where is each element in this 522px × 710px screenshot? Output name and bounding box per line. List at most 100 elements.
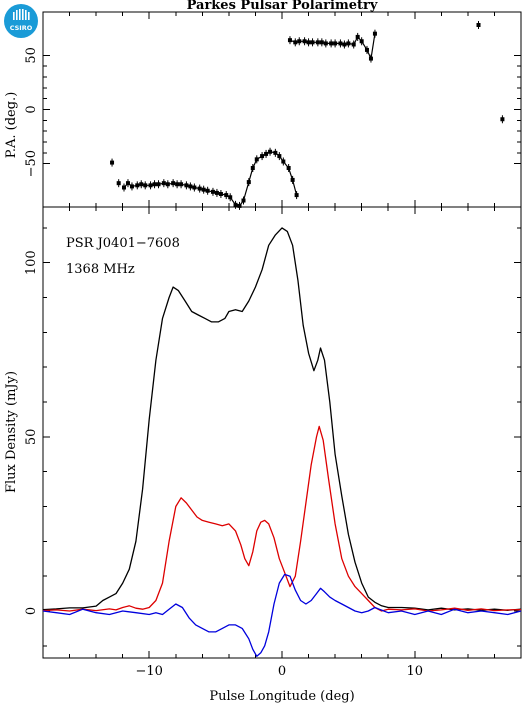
pa-point bbox=[218, 192, 223, 196]
flux-x-axis: −10 0 10 bbox=[42, 207, 522, 679]
pa-point bbox=[364, 47, 369, 52]
pa-point bbox=[148, 183, 153, 188]
pa-series-line bbox=[123, 151, 298, 207]
pa-point bbox=[184, 183, 189, 188]
flux-y-axis-label: Flux Density (mJy) bbox=[4, 371, 19, 493]
pa-point bbox=[250, 166, 255, 170]
pa-y-tick-label: 50 bbox=[24, 47, 39, 64]
pa-point bbox=[135, 183, 140, 188]
frequency-label: 1368 MHz bbox=[66, 262, 135, 277]
flux-y-axis: 0 50 100 bbox=[24, 227, 521, 647]
pa-point bbox=[359, 39, 364, 44]
pa-point bbox=[254, 157, 259, 162]
pa-point bbox=[287, 38, 292, 43]
pa-point bbox=[179, 182, 184, 187]
pa-point bbox=[197, 186, 202, 191]
pa-point bbox=[290, 177, 295, 182]
pa-point bbox=[241, 198, 246, 203]
pa-point bbox=[121, 185, 126, 190]
pa-point bbox=[372, 31, 377, 36]
pa-y-axis: −50 0 50 bbox=[24, 47, 521, 177]
pa-y-tick-label: 0 bbox=[24, 105, 39, 113]
pa-point bbox=[237, 203, 242, 208]
csiro-logo-text: CSIRO bbox=[10, 24, 33, 32]
pa-point bbox=[228, 195, 233, 200]
pa-point bbox=[214, 190, 219, 195]
pa-point bbox=[351, 42, 356, 47]
flux-x-axis-label: Pulse Longitude (deg) bbox=[209, 689, 354, 704]
pa-point bbox=[306, 40, 311, 45]
circular-polarization-line bbox=[42, 573, 522, 657]
pa-point bbox=[333, 41, 338, 46]
pa-point bbox=[171, 181, 176, 186]
csiro-logo: CSIRO bbox=[4, 4, 38, 38]
pa-point bbox=[293, 40, 298, 45]
pulsar-name-label: PSR J0401−7608 bbox=[66, 236, 180, 251]
pa-point bbox=[192, 185, 197, 190]
pa-point bbox=[188, 184, 193, 189]
flux-x-tick-label: −10 bbox=[136, 664, 163, 679]
chart-title: Parkes Pulsar Polarimetry bbox=[187, 0, 378, 13]
csiro-logo-bar bbox=[19, 9, 21, 20]
pa-point bbox=[346, 41, 351, 46]
pa-point bbox=[210, 189, 215, 194]
csiro-logo-circle bbox=[4, 4, 38, 38]
pa-panel-frame bbox=[42, 11, 522, 208]
csiro-logo-bar bbox=[28, 12, 30, 20]
pa-point bbox=[129, 184, 134, 189]
pa-point bbox=[175, 182, 180, 187]
pa-point bbox=[476, 23, 481, 27]
pa-point bbox=[329, 41, 334, 46]
flux-x-tick-label: 0 bbox=[278, 664, 286, 679]
flux-y-tick-label: 0 bbox=[24, 607, 39, 615]
pa-point bbox=[277, 154, 282, 159]
pa-point bbox=[110, 160, 115, 165]
pa-data-points bbox=[110, 21, 505, 210]
flux-y-tick-label: 100 bbox=[24, 250, 39, 275]
pa-point bbox=[139, 182, 144, 187]
pa-point bbox=[319, 40, 324, 45]
csiro-logo-bar bbox=[25, 10, 27, 20]
pa-point bbox=[143, 183, 148, 188]
pa-y-tick-label: −50 bbox=[24, 150, 39, 177]
pa-point bbox=[260, 154, 265, 159]
csiro-logo-bar bbox=[16, 10, 18, 20]
pa-point bbox=[315, 40, 320, 45]
pa-point bbox=[268, 149, 273, 154]
pa-point bbox=[165, 182, 170, 187]
pa-point bbox=[294, 193, 299, 198]
pa-point bbox=[286, 166, 291, 170]
pa-point bbox=[152, 182, 157, 187]
pa-point bbox=[342, 42, 347, 47]
flux-y-tick-label: 50 bbox=[24, 429, 39, 446]
pa-point bbox=[116, 181, 121, 186]
pa-point bbox=[323, 41, 328, 46]
pa-point bbox=[233, 202, 238, 207]
pa-point bbox=[205, 188, 210, 193]
pa-point bbox=[273, 150, 278, 155]
pa-point bbox=[338, 41, 343, 46]
pa-point bbox=[156, 182, 161, 187]
pa-point bbox=[368, 56, 373, 61]
pa-point bbox=[297, 39, 302, 44]
csiro-logo-bar bbox=[22, 9, 24, 20]
pa-y-axis-label: P.A. (deg.) bbox=[4, 92, 19, 159]
pa-point bbox=[246, 180, 251, 185]
linear-polarization-line bbox=[42, 425, 522, 612]
flux-x-tick-label: 10 bbox=[407, 664, 424, 679]
csiro-logo-bar bbox=[13, 12, 15, 20]
pa-point bbox=[201, 187, 206, 192]
pa-point bbox=[264, 151, 269, 156]
pa-point bbox=[281, 159, 286, 164]
pa-point bbox=[161, 181, 166, 186]
flux-series bbox=[42, 227, 522, 657]
total-intensity-line bbox=[42, 227, 522, 611]
pa-point bbox=[500, 117, 505, 122]
pa-point bbox=[125, 181, 130, 186]
pa-point bbox=[355, 34, 360, 39]
pa-point bbox=[310, 40, 315, 45]
pa-point bbox=[302, 39, 307, 44]
pa-x-axis-ticks bbox=[42, 12, 522, 207]
pa-point bbox=[224, 193, 229, 198]
